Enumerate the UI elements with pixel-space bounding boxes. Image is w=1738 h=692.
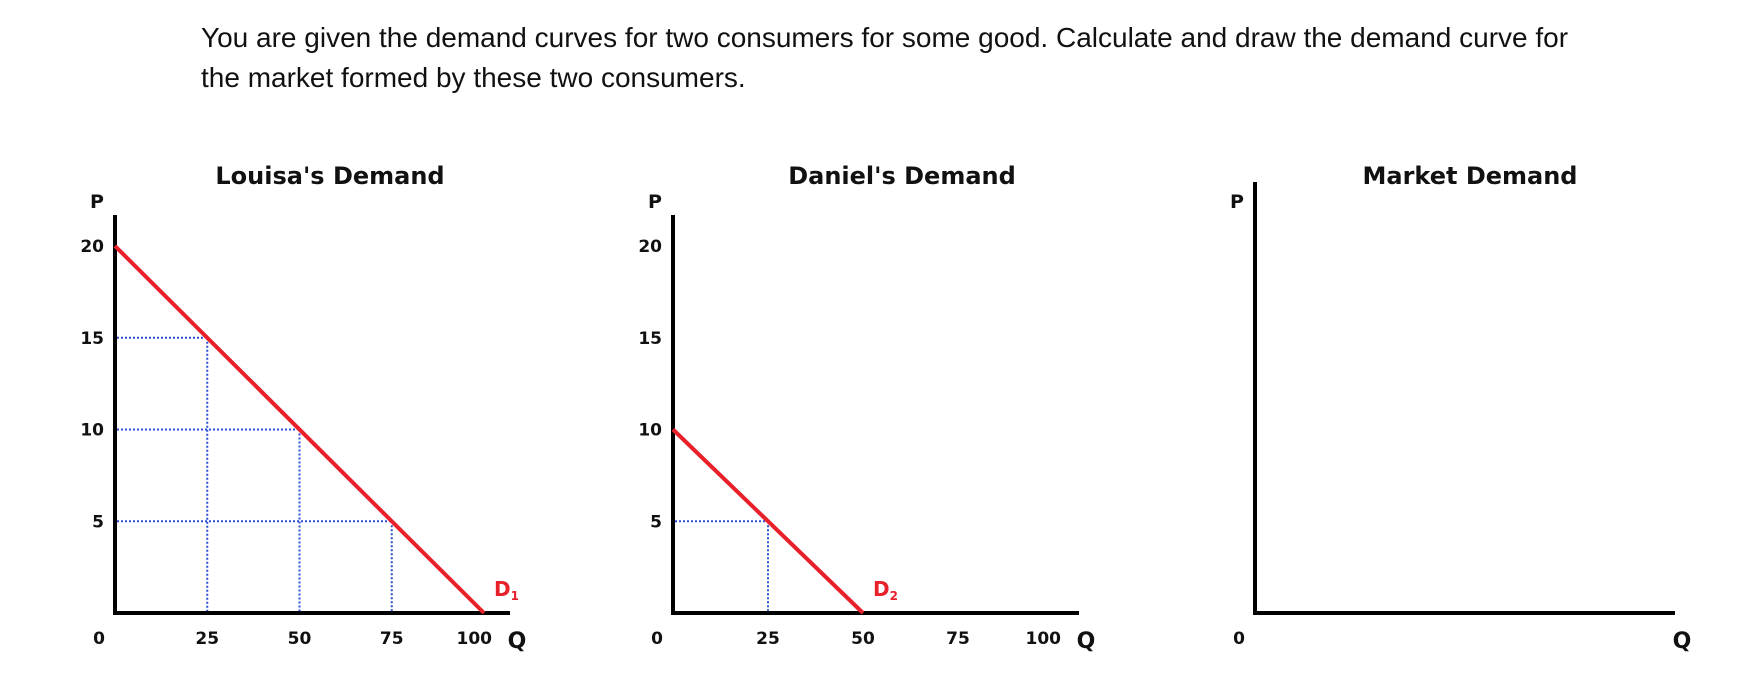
chart-title: Louisa's Demand (215, 162, 444, 190)
y-tick-label: 20 (638, 237, 662, 257)
y-tick-label: 5 (650, 512, 662, 532)
x-axis-label: Q (1673, 629, 1692, 654)
y-axis-label: P (648, 191, 662, 213)
x-tick-label: 0 (93, 629, 105, 649)
demand-curve-label: D1 (494, 577, 519, 603)
x-axis-label: Q (508, 629, 527, 654)
chart-title: Market Demand (1362, 162, 1577, 190)
y-axis-label: P (90, 191, 104, 213)
y-tick-label: 5 (92, 512, 104, 532)
y-tick-label: 15 (80, 329, 104, 349)
y-tick-label: 10 (638, 421, 662, 441)
x-tick-label: 50 (851, 629, 875, 649)
x-tick-label: 100 (457, 629, 493, 649)
y-tick-label: 15 (638, 329, 662, 349)
y-tick-label: 20 (80, 237, 104, 257)
x-tick-label: 0 (651, 629, 663, 649)
x-axis-label: Q (1077, 629, 1096, 654)
y-tick-label: 10 (80, 421, 104, 441)
x-tick-label: 75 (946, 629, 970, 649)
x-tick-label: 50 (288, 629, 312, 649)
x-tick-label: 75 (380, 629, 404, 649)
x-tick-label: 25 (195, 629, 219, 649)
x-tick-label: 0 (1233, 629, 1245, 649)
demand-curve-d2 (671, 428, 865, 615)
x-tick-label: 25 (756, 629, 780, 649)
chart-title: Daniel's Demand (788, 162, 1016, 190)
y-axis-label: P (1230, 191, 1244, 213)
x-tick-label: 100 (1026, 629, 1062, 649)
demand-curve-d1 (113, 244, 486, 615)
instructions-text: You are given the demand curves for two … (201, 22, 1569, 93)
demand-curve-label: D2 (873, 577, 898, 603)
